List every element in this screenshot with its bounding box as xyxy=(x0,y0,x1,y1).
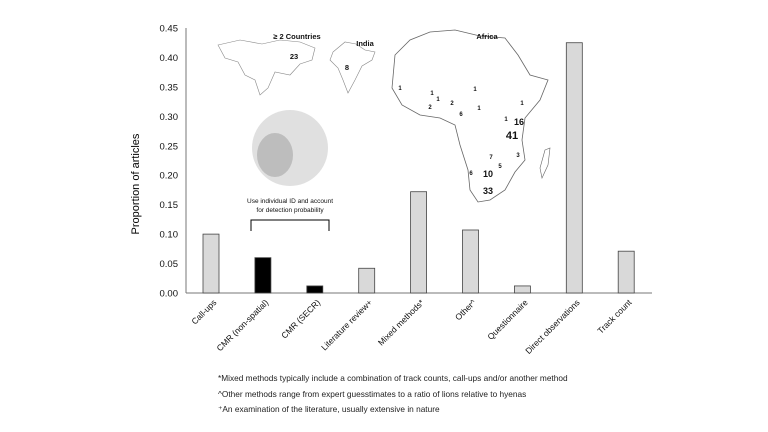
map-count: 2 xyxy=(450,101,454,107)
bracket xyxy=(250,219,330,231)
y-axis-label: Proportion of articles xyxy=(130,133,142,235)
bar xyxy=(254,257,272,294)
map-count: 10 xyxy=(483,169,493,179)
bar xyxy=(462,229,479,294)
lion-illustration xyxy=(252,110,328,186)
y-tick-label: 0.00 xyxy=(160,289,179,300)
x-tick-label: Literature review+ xyxy=(319,297,374,352)
y-tick-label: 0.25 xyxy=(160,141,179,152)
bar xyxy=(306,285,324,294)
map-title-africa: Africa xyxy=(476,32,498,41)
map-count: 7 xyxy=(489,155,493,161)
map-count: 16 xyxy=(514,117,524,127)
footnote-literature: ⁺An examination of the literature, usual… xyxy=(218,404,440,414)
x-tick-label: CMR (non-spatial) xyxy=(214,297,270,353)
map-count: 1 xyxy=(398,86,402,92)
bar xyxy=(410,191,428,294)
map-title-india: India xyxy=(356,39,374,48)
world-map-icon xyxy=(217,39,316,96)
map-insets xyxy=(217,29,551,231)
y-tick-label: 0.30 xyxy=(160,112,179,123)
map-count: 1 xyxy=(430,91,434,97)
x-tick-label: Call-ups xyxy=(189,297,218,326)
bracket-label: Use individual ID and account xyxy=(247,198,333,205)
bar xyxy=(514,285,531,294)
y-tick-label: 0.45 xyxy=(160,24,179,35)
y-tick-label: 0.05 xyxy=(160,259,179,270)
x-tick-label: CMR (SECR) xyxy=(279,297,322,340)
bar xyxy=(358,267,376,294)
madagascar-map-icon xyxy=(539,147,551,179)
map-count: 8 xyxy=(345,63,349,72)
y-tick-label: 0.15 xyxy=(160,200,179,211)
map-title-world: ≥ 2 Countries xyxy=(273,32,320,41)
bar xyxy=(565,42,583,294)
x-tick-label: Direct observations xyxy=(523,297,582,356)
map-count: 2 xyxy=(428,105,432,111)
x-tick-label: Mixed methods* xyxy=(376,297,427,348)
map-count: 1 xyxy=(473,87,477,93)
map-count: 33 xyxy=(483,186,493,196)
x-tick-label: Questionnaire xyxy=(485,297,530,342)
x-tick-label: Other^ xyxy=(453,297,478,322)
india-map-icon xyxy=(329,41,376,94)
y-tick-label: 0.10 xyxy=(160,230,179,241)
map-count: 41 xyxy=(506,130,518,142)
bar xyxy=(202,233,220,294)
bracket-label: for detection probability xyxy=(256,207,324,214)
y-tick-label: 0.20 xyxy=(160,171,179,182)
map-count: 1 xyxy=(477,106,481,112)
map-count: 6 xyxy=(459,112,463,118)
map-count: 6 xyxy=(469,171,473,177)
footnote-other: ^Other methods range from expert guessti… xyxy=(218,389,527,399)
africa-map-icon xyxy=(391,29,549,203)
map-count: 23 xyxy=(290,52,298,61)
footnote-mixed-methods: *Mixed methods typically include a combi… xyxy=(218,373,568,383)
y-tick-label: 0.35 xyxy=(160,82,179,93)
x-tick-label: Track count xyxy=(595,297,634,336)
map-count: 5 xyxy=(498,164,502,170)
bar xyxy=(617,250,635,294)
map-count: 1 xyxy=(520,101,524,107)
map-count: 1 xyxy=(504,117,508,123)
y-tick-label: 0.40 xyxy=(160,53,179,64)
map-count: 3 xyxy=(516,153,520,159)
map-count: 1 xyxy=(436,97,440,103)
